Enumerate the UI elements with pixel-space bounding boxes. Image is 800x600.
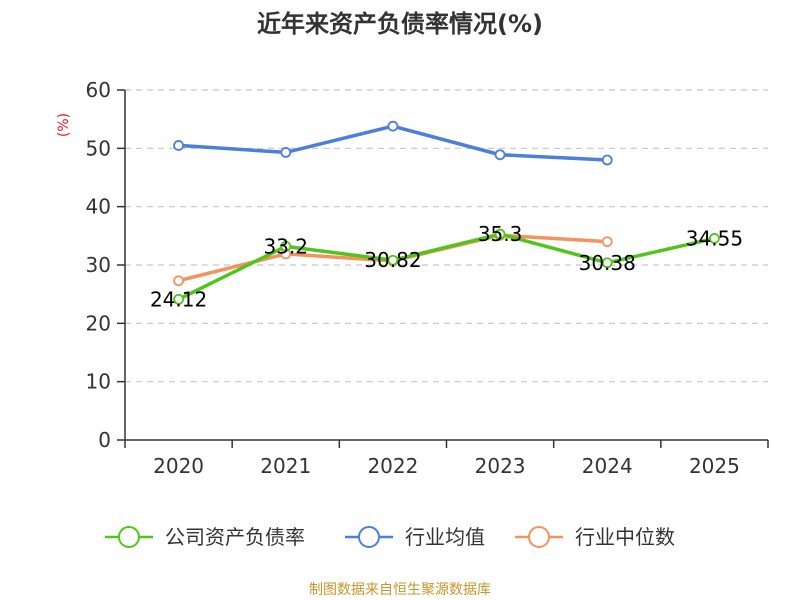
x-tick-label: 2025 xyxy=(689,454,740,478)
legend-marker-icon xyxy=(528,526,550,548)
legend[interactable]: 公司资产负债率 行业均值 行业中位数 xyxy=(105,525,675,549)
data-label: 33.2 xyxy=(263,234,308,258)
x-tick-label: 2022 xyxy=(367,454,418,478)
data-label: 30.82 xyxy=(364,248,421,272)
y-axis-unit-label: (%) xyxy=(56,113,72,137)
source-note: 制图数据来自恒生聚源数据库 xyxy=(309,582,491,598)
y-tick-label: 30 xyxy=(86,253,111,277)
data-point[interactable] xyxy=(173,275,184,287)
series-0 xyxy=(173,228,720,305)
y-tick-label: 40 xyxy=(86,195,111,219)
legend-label: 公司资产负债率 xyxy=(165,525,305,549)
legend-label: 行业中位数 xyxy=(575,525,675,549)
legend-item-1[interactable]: 行业均值 xyxy=(345,525,485,549)
legend-label: 行业均值 xyxy=(405,525,485,549)
grid-lines xyxy=(125,89,768,383)
y-tick-label: 10 xyxy=(86,370,111,394)
x-tick-label: 2024 xyxy=(582,454,633,478)
data-label: 35.3 xyxy=(478,222,523,246)
y-tick-label: 50 xyxy=(86,136,111,160)
data-label: 24.12 xyxy=(150,287,207,311)
data-point[interactable] xyxy=(387,120,399,132)
data-point[interactable] xyxy=(709,233,720,244)
data-point[interactable] xyxy=(601,236,613,248)
axes: 0 10 20 30 40 50 60 2020 2021 2022 2023 2024 2025 xyxy=(86,78,769,478)
x-tick-label: 2023 xyxy=(475,454,526,478)
data-label: 34.55 xyxy=(686,226,743,250)
chart-title: 近年来资产负债率情况(%) xyxy=(257,10,543,38)
series-1 xyxy=(173,120,613,166)
x-tick-label: 2021 xyxy=(260,454,311,478)
data-point[interactable] xyxy=(601,154,613,166)
x-tick-label: 2020 xyxy=(153,454,204,478)
legend-item-0[interactable]: 公司资产负债率 xyxy=(105,525,305,549)
y-tick-label: 20 xyxy=(86,311,111,335)
data-labels: 24.12 33.2 30.82 35.3 30.38 34.55 xyxy=(150,222,743,311)
legend-marker-icon xyxy=(118,526,140,548)
data-point[interactable] xyxy=(173,140,184,151)
y-tick-label: 60 xyxy=(86,78,111,102)
data-label: 30.38 xyxy=(579,251,636,275)
legend-marker-icon xyxy=(358,526,380,548)
data-point[interactable] xyxy=(280,147,292,158)
series-line xyxy=(176,232,717,302)
data-point[interactable] xyxy=(173,293,184,305)
data-point[interactable] xyxy=(601,257,613,269)
data-point[interactable] xyxy=(280,240,292,252)
series-group xyxy=(173,120,720,305)
data-point[interactable] xyxy=(494,149,506,161)
legend-item-2[interactable]: 行业中位数 xyxy=(515,525,675,549)
y-tick-label: 0 xyxy=(98,428,111,452)
data-point[interactable] xyxy=(494,228,506,240)
data-point[interactable] xyxy=(387,254,399,266)
